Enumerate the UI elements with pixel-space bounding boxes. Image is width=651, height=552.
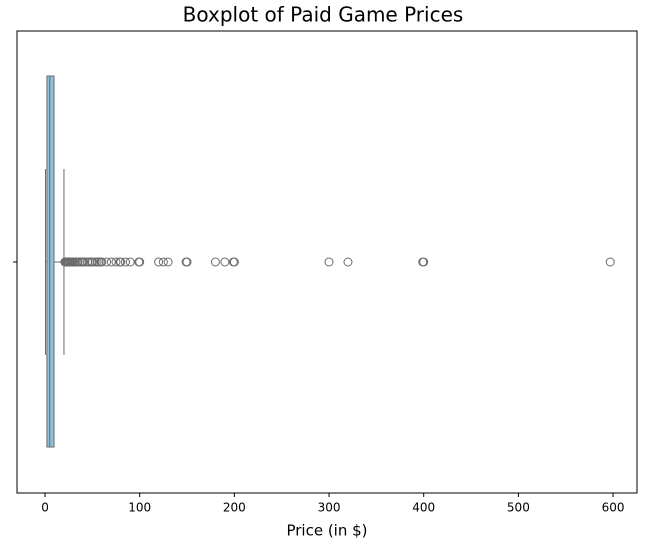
outlier: [229, 257, 239, 267]
outlier: [97, 257, 107, 267]
outlier: [605, 257, 615, 267]
outlier: [220, 257, 230, 267]
outlier: [343, 257, 353, 267]
plot-frame: [16, 30, 638, 494]
x-tick-label: 200: [223, 501, 246, 515]
x-axis-label: Price (in $): [286, 522, 367, 540]
x-tick-label: 400: [412, 501, 435, 515]
outlier: [154, 257, 164, 267]
outlier: [87, 257, 97, 267]
outlier: [135, 257, 145, 267]
outlier: [120, 257, 130, 267]
box: [46, 75, 55, 448]
chart-title: Boxplot of Paid Game Prices: [183, 3, 464, 27]
outlier: [125, 257, 135, 267]
outlier: [210, 257, 220, 267]
outlier: [324, 257, 334, 267]
outlier: [419, 257, 429, 267]
x-tick-label: 300: [318, 501, 341, 515]
outlier: [106, 257, 116, 267]
x-tick-label: 600: [602, 501, 625, 515]
outlier: [111, 257, 121, 267]
x-tick-label: 100: [128, 501, 151, 515]
outlier: [182, 257, 192, 267]
outlier: [163, 257, 173, 267]
outlier: [102, 257, 112, 267]
outlier: [158, 257, 168, 267]
x-tick-label: 500: [507, 501, 530, 515]
x-tick-label: 0: [41, 501, 49, 515]
outlier: [116, 257, 126, 267]
